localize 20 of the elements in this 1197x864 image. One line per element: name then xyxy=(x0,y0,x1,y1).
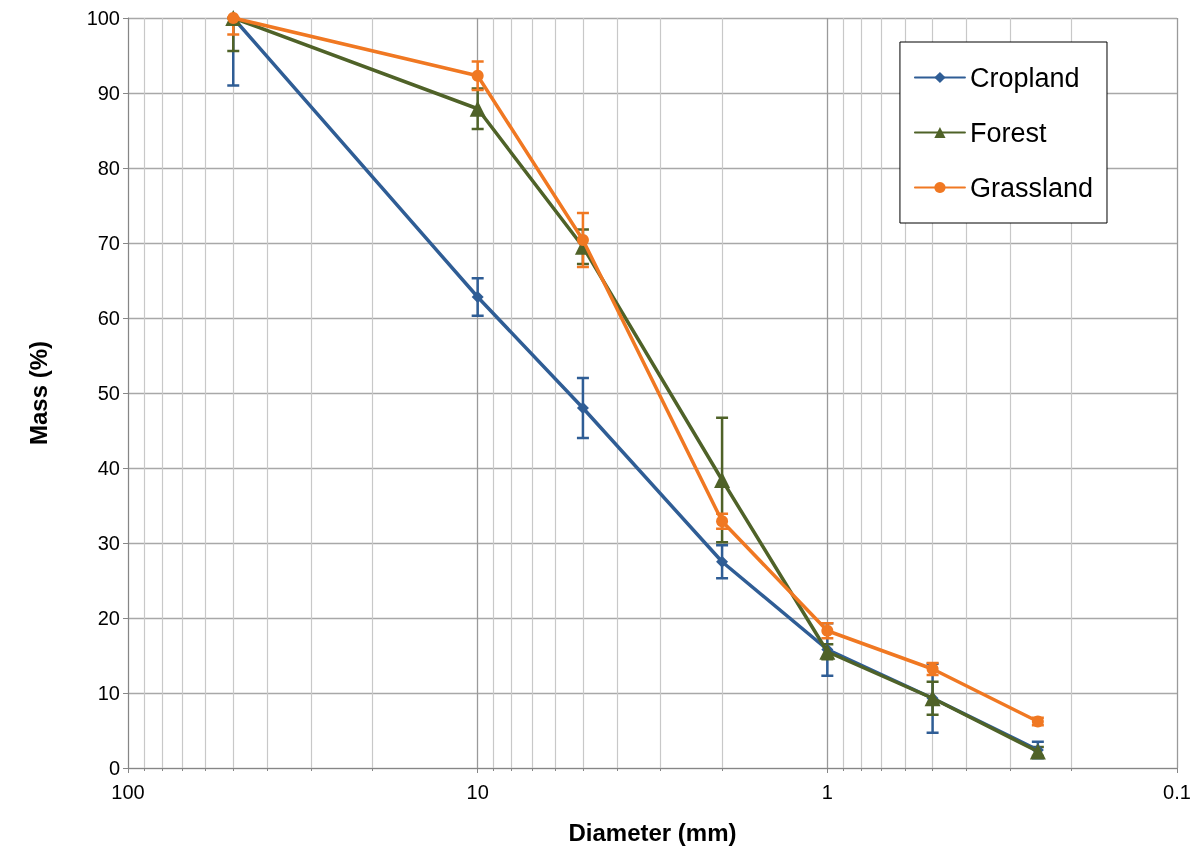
x-tick-label: 100 xyxy=(111,781,145,803)
y-tick-label: 90 xyxy=(97,82,120,104)
y-tick-label: 40 xyxy=(97,457,120,479)
y-axis-title: Mass (%) xyxy=(24,340,52,446)
x-tick-label: 1 xyxy=(821,781,833,803)
x-tick-label: 0.1 xyxy=(1163,781,1191,803)
x-axis-title: Diameter (mm) xyxy=(568,818,737,846)
legend-label: Forest xyxy=(969,117,1047,148)
y-tick-label: 100 xyxy=(86,7,120,29)
y-tick-label: 10 xyxy=(97,682,120,704)
legend-label: Cropland xyxy=(969,62,1080,93)
y-tick-label: 20 xyxy=(97,607,120,629)
y-tick-label: 80 xyxy=(97,157,120,179)
y-tick-label: 60 xyxy=(97,307,120,329)
y-tick-label: 0 xyxy=(108,757,120,779)
y-tick-label: 30 xyxy=(97,532,120,554)
x-tick-label: 10 xyxy=(466,781,489,803)
y-tick-label: 70 xyxy=(97,232,120,254)
legend-label: Grassland xyxy=(969,172,1094,203)
y-tick-label: 50 xyxy=(97,382,120,404)
